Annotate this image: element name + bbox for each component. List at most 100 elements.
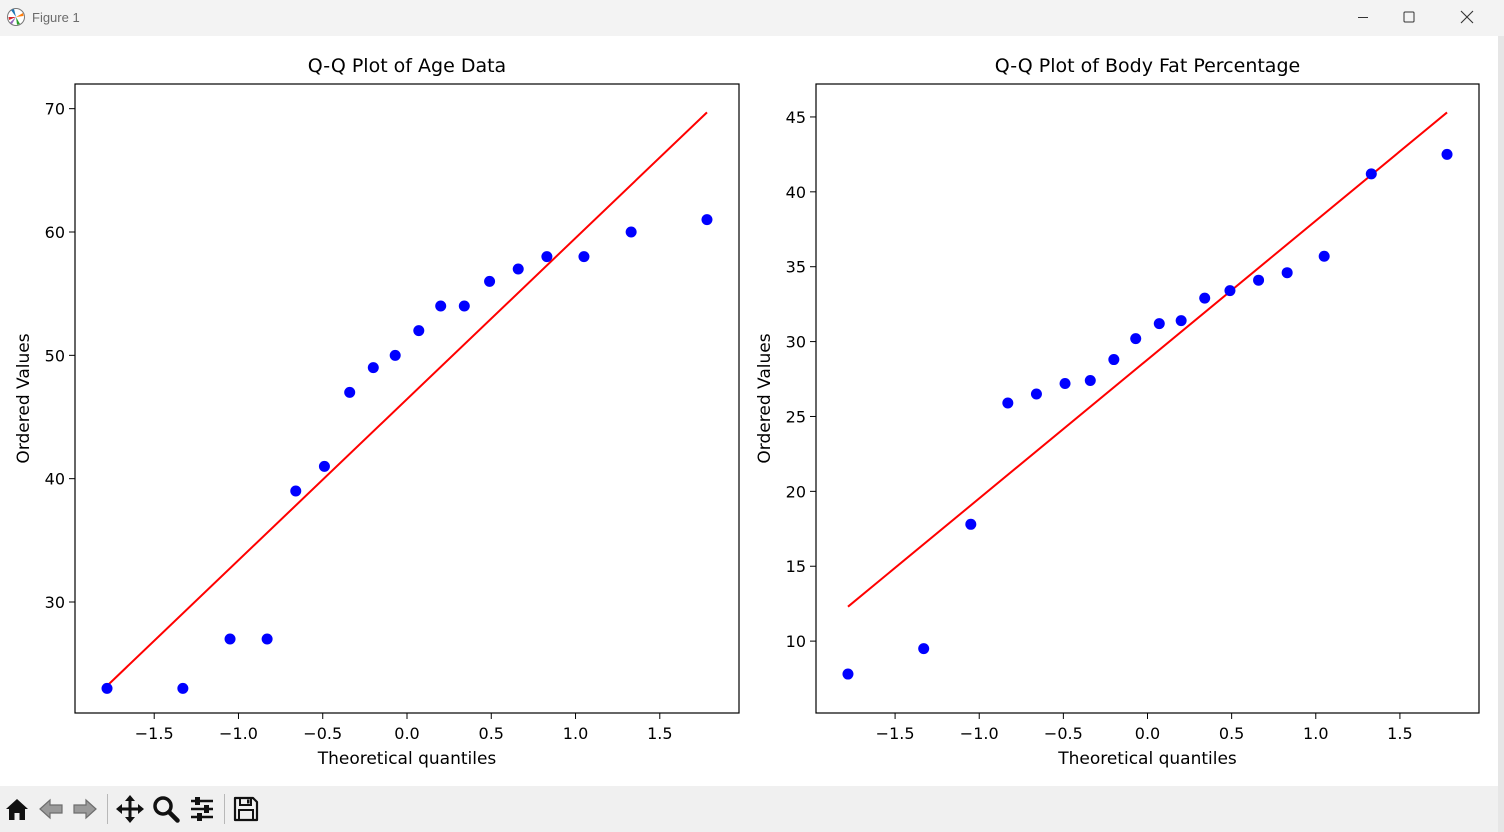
minimize-icon — [1358, 17, 1368, 18]
data-point — [367, 362, 379, 374]
y-axis-label: Ordered Values — [14, 333, 34, 463]
y-tick-label: 25 — [786, 407, 806, 426]
data-point — [701, 214, 713, 226]
data-point — [458, 300, 470, 312]
window-title: Figure 1 — [32, 10, 80, 25]
x-tick-label: 1.0 — [563, 724, 588, 743]
chart-title: Q-Q Plot of Age Data — [308, 55, 506, 77]
data-point — [512, 263, 524, 275]
y-tick-label: 15 — [786, 557, 806, 576]
subplot-body-fat: Q-Q Plot of Body Fat Percentage −1.5 −1.0 −… — [755, 55, 1480, 769]
y-tick-label: 10 — [786, 632, 806, 651]
home-button[interactable] — [0, 792, 34, 826]
window-edge — [1498, 36, 1504, 832]
magnifier-icon — [153, 796, 180, 823]
save-button[interactable] — [229, 792, 263, 826]
y-tick-label: 20 — [786, 482, 806, 501]
figure-canvas[interactable]: Q-Q Plot of Age Data −1.5 −1.0 −0.5 0.0 0.5 1.… — [0, 36, 1498, 786]
matplotlib-logo-icon — [6, 7, 26, 27]
maximize-icon — [1403, 11, 1415, 23]
data-point — [1108, 354, 1120, 366]
y-tick-label: 45 — [786, 108, 806, 127]
x-tick-label: 0.5 — [479, 724, 504, 743]
data-point — [541, 251, 553, 263]
y-tick-label: 40 — [786, 183, 806, 202]
x-axis-label: Theoretical quantiles — [1057, 749, 1237, 769]
y-tick-label: 60 — [45, 223, 65, 242]
x-tick-label: 0.0 — [1135, 724, 1160, 743]
sliders-icon — [191, 797, 213, 821]
data-point — [1318, 250, 1330, 262]
arrow-right-icon — [73, 798, 97, 820]
subplot-age: Q-Q Plot of Age Data −1.5 −1.0 −0.5 0.0 0.5 1.… — [14, 55, 740, 769]
x-tick-label: 0.0 — [394, 724, 419, 743]
chart-title: Q-Q Plot of Body Fat Percentage — [995, 55, 1300, 77]
plot-frame — [815, 83, 1480, 714]
x-tick-label: −1.5 — [135, 724, 174, 743]
data-point — [413, 325, 425, 337]
toolbar-separator — [107, 794, 108, 824]
data-point — [1175, 315, 1187, 327]
data-point — [435, 300, 447, 312]
x-tick-label: 1.5 — [1387, 724, 1412, 743]
window-titlebar: Figure 1 — [0, 0, 1504, 36]
data-point — [1059, 378, 1071, 390]
reference-line — [106, 111, 708, 687]
pan-button[interactable] — [113, 792, 147, 826]
y-tick-label: 35 — [786, 258, 806, 277]
zoom-button[interactable] — [149, 792, 183, 826]
data-point — [261, 633, 273, 645]
x-tick-label: 1.5 — [647, 724, 672, 743]
x-tick-label: −1.0 — [960, 724, 999, 743]
reference-line — [847, 111, 1448, 608]
data-point — [224, 633, 236, 645]
x-tick-label: −0.5 — [303, 724, 342, 743]
data-point — [101, 682, 113, 694]
y-tick-label: 30 — [786, 333, 806, 352]
navigation-toolbar — [0, 786, 1498, 832]
toolbar-separator — [224, 794, 225, 824]
data-point — [1441, 148, 1453, 160]
data-point — [1199, 292, 1211, 304]
data-point — [965, 518, 977, 530]
data-point — [842, 668, 854, 680]
maximize-button[interactable] — [1380, 0, 1438, 34]
data-point — [1153, 318, 1165, 330]
y-tick-label: 70 — [45, 100, 65, 119]
data-point — [290, 485, 302, 497]
move-icon — [116, 795, 144, 823]
close-icon — [1460, 10, 1474, 24]
data-point — [389, 349, 401, 361]
data-point — [1084, 375, 1096, 387]
figure-svg: Q-Q Plot of Age Data −1.5 −1.0 −0.5 0.0 0.5 1.… — [14, 55, 1480, 769]
home-icon — [6, 799, 28, 820]
data-point — [1253, 274, 1265, 286]
x-tick-label: −1.5 — [876, 724, 915, 743]
data-point — [1281, 267, 1293, 279]
x-axis-label: Theoretical quantiles — [317, 749, 497, 769]
arrow-left-icon — [39, 798, 63, 820]
back-button[interactable] — [34, 792, 68, 826]
data-point — [1130, 333, 1142, 345]
data-point — [344, 386, 356, 398]
close-button[interactable] — [1438, 0, 1496, 34]
y-tick-label: 30 — [45, 593, 65, 612]
minimize-button[interactable] — [1334, 0, 1392, 34]
data-point — [1002, 397, 1014, 409]
x-tick-label: 0.5 — [1219, 724, 1244, 743]
y-tick-label: 40 — [45, 470, 65, 489]
y-axis-label: Ordered Values — [755, 333, 775, 463]
forward-button[interactable] — [68, 792, 102, 826]
data-point — [318, 460, 330, 472]
data-point — [625, 226, 637, 238]
x-tick-label: −0.5 — [1044, 724, 1083, 743]
data-point — [578, 251, 590, 263]
data-point — [1224, 285, 1236, 297]
configure-subplots-button[interactable] — [185, 792, 219, 826]
data-point — [484, 275, 496, 287]
data-point — [1030, 388, 1042, 400]
floppy-disk-icon — [233, 796, 259, 822]
data-point — [1365, 168, 1377, 180]
x-tick-label: 1.0 — [1303, 724, 1328, 743]
y-tick-label: 50 — [45, 346, 65, 365]
